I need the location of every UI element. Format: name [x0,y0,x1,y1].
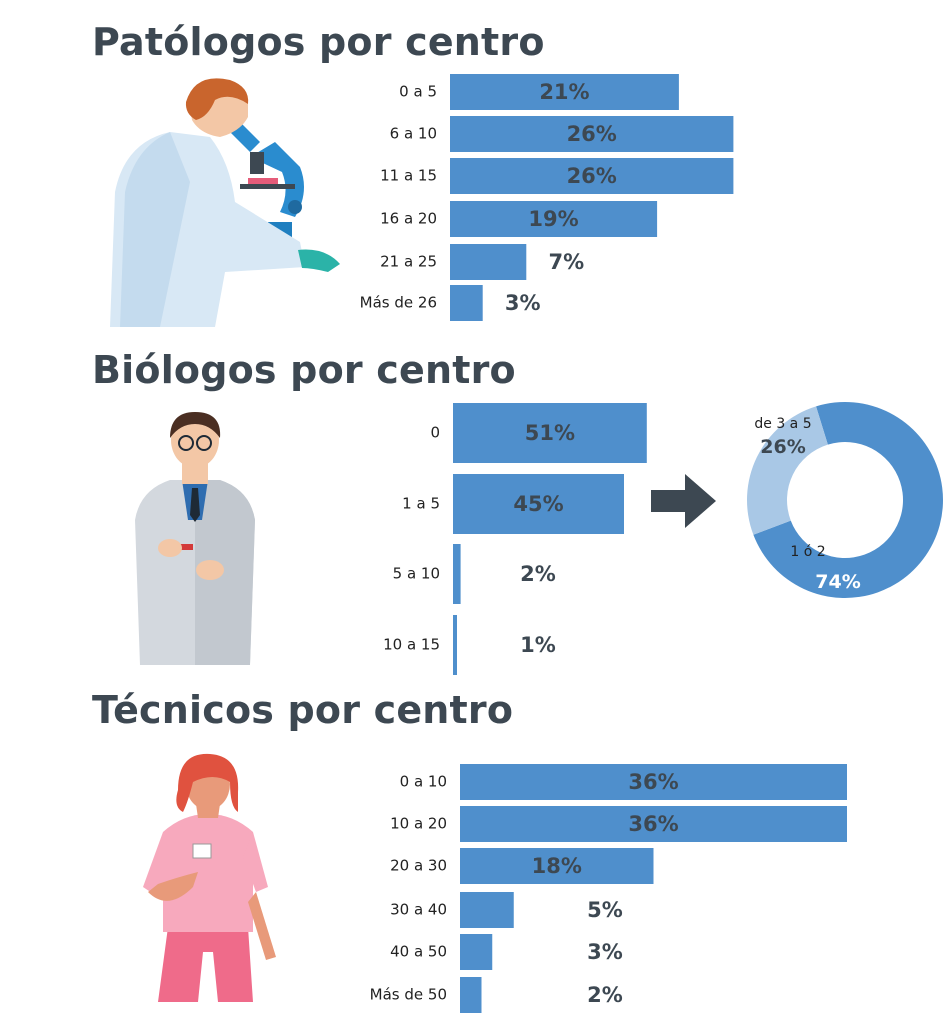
tecnicos-category-label: 30 a 40 [390,901,447,919]
tecnicos-category-label: 20 a 30 [390,857,447,875]
tecnicos-category-label: Más de 50 [370,986,447,1004]
biologos-value-label: 45% [513,492,563,516]
biologos-bar [453,615,457,675]
patologos-bar [450,74,679,110]
patologos-value-label: 7% [548,250,584,274]
tecnicos-bar [460,977,482,1013]
patologos-category-label: Más de 26 [360,294,437,312]
biologos-title: Biólogos por centro [92,348,516,392]
tecnicos-value-label: 5% [587,898,623,922]
donut-slice [746,406,828,535]
tecnicos-value-label: 36% [628,770,678,794]
biologos-category-label: 1 a 5 [402,495,440,513]
donut-slice-value: 74% [815,571,860,593]
tecnicos-bar [460,764,847,800]
biologos-value-label: 2% [520,562,556,586]
tecnicos-value-label: 3% [587,940,623,964]
patologos-category-label: 16 a 20 [380,210,437,228]
biologos-value-label: 1% [520,633,556,657]
tecnicos-value-label: 2% [587,983,623,1007]
tecnicos-category-label: 40 a 50 [390,943,447,961]
tecnicos-category-label: 10 a 20 [390,815,447,833]
patologos-bar [450,244,527,280]
patologos-bar [450,201,658,237]
patologos-value-label: 26% [567,164,617,188]
tecnicos-bar [460,934,493,970]
patologos-category-label: 11 a 15 [380,167,437,185]
donut-slice-value: 26% [760,436,805,458]
patologos-bar [450,116,734,152]
patologos-value-label: 19% [528,207,578,231]
pathologist-with-microscope-icon [110,78,340,327]
technician-nurse-icon [143,753,276,1002]
biologist-with-test-tube-icon [135,412,255,665]
biologos-bar [453,544,461,604]
patologos-value-label: 3% [505,291,541,315]
tecnicos-value-label: 18% [532,854,582,878]
tecnicos-bar [460,892,514,928]
patologos-bar [450,285,483,321]
tecnicos-value-label: 36% [628,812,678,836]
patologos-category-label: 0 a 5 [399,83,437,101]
tecnicos-bar [460,806,847,842]
donut-slice-name: 1 ó 2 [790,544,825,560]
patologos-category-label: 6 a 10 [390,125,437,143]
patologos-category-label: 21 a 25 [380,253,437,271]
tecnicos-title: Técnicos por centro [92,688,514,732]
donut-slice [753,402,943,598]
biologos-bar [453,403,647,463]
patologos-title: Patólogos por centro [92,20,545,64]
patologos-value-label: 26% [567,122,617,146]
biologos-category-label: 5 a 10 [393,565,440,583]
biologos-category-label: 10 a 15 [383,636,440,654]
patologos-value-label: 21% [539,80,589,104]
biologos-value-label: 51% [525,421,575,445]
biologos-category-label: 0 [430,424,440,442]
patologos-bar [450,158,734,194]
biologos-bar [453,474,624,534]
tecnicos-category-label: 0 a 10 [400,773,447,791]
donut-slice-name: de 3 a 5 [754,416,811,432]
tecnicos-bar [460,848,654,884]
